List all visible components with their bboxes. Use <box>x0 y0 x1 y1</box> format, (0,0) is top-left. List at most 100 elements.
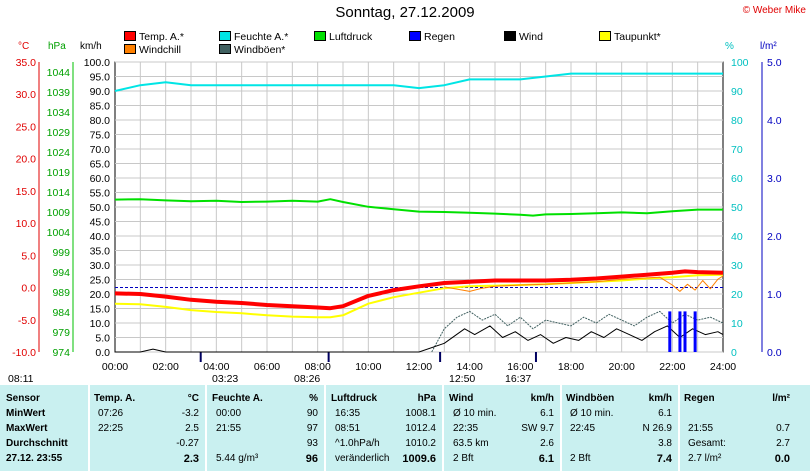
stats-cell: 93 <box>306 438 318 449</box>
temp-tick-label: -10.0 <box>12 347 36 359</box>
stats-cell: 90 <box>306 408 318 419</box>
stats-cell: 7.4 <box>656 453 672 465</box>
wind-tick-label: 35.0 <box>90 246 111 258</box>
legend-swatch <box>314 31 326 41</box>
stats-cell: 63.5 km <box>453 438 489 449</box>
legend-item-gusts: Windböen* <box>219 44 285 57</box>
table-divider <box>88 385 90 471</box>
wind-tick-label: 100.0 <box>84 57 110 69</box>
pressure-tick-label: 1029 <box>47 127 71 139</box>
weather-chart: 35.0 30.0 25.0 20.0 15.0 10.0 5.0 0.0 -5.0 -10.0 1… <box>8 57 782 385</box>
time-tick-label: 24:00 <box>710 361 736 373</box>
stats-cell: Durchschnitt <box>6 438 68 449</box>
stats-cell: 22:45 <box>570 423 596 434</box>
legend-swatch <box>124 31 136 41</box>
legend-item-wind: Wind <box>504 31 543 44</box>
stats-cell: 21:55 <box>688 423 714 434</box>
pressure-tick-label: 1039 <box>47 87 71 99</box>
legend-swatch <box>599 31 611 41</box>
rain-bar <box>678 311 682 352</box>
stats-cell: Feuchte A. <box>212 393 263 404</box>
legend-swatch <box>504 31 516 41</box>
page-title: Sonntag, 27.12.2009 <box>335 4 475 21</box>
stats-cell: 22:25 <box>98 423 124 434</box>
stats-cell: Regen <box>684 393 715 404</box>
stats-table <box>0 385 810 471</box>
wind-tick-label: 70.0 <box>90 144 111 156</box>
wind-tick-label: 40.0 <box>90 231 111 243</box>
temp-tick-label: 20.0 <box>16 154 37 166</box>
stats-cell: 3.8 <box>658 438 672 449</box>
humidity-tick-label: 90 <box>731 86 743 98</box>
time-tick-label: 06:00 <box>254 361 280 373</box>
wind-tick-label: 5.0 <box>95 333 110 345</box>
series-line-luftdruck <box>114 198 723 217</box>
stats-cell: 0.7 <box>776 423 790 434</box>
pressure-tick-label: 1014 <box>47 187 71 199</box>
rain-unit-label: l/m² <box>760 41 777 52</box>
humidity-tick-label: 50 <box>731 202 743 214</box>
wind-tick-label: 80.0 <box>90 115 111 127</box>
stats-cell: MinWert <box>6 408 46 419</box>
humidity-tick-label: 100 <box>731 57 749 69</box>
humidity-tick-label: 40 <box>731 231 743 243</box>
temp-tick-label: 25.0 <box>16 121 37 133</box>
time-tick-label: 20:00 <box>609 361 635 373</box>
wind-tick-label: 45.0 <box>90 217 111 229</box>
stats-cell: ^1.0hPa/h <box>335 438 380 449</box>
legend-item-dewpoint: Taupunkt* <box>599 31 661 44</box>
pressure-tick-label: 994 <box>52 267 70 279</box>
time-marker-label: 08:26 <box>294 373 320 385</box>
pressure-tick-label: 1004 <box>47 227 71 239</box>
stats-cell: -3.2 <box>181 408 199 419</box>
stats-cell: 0.0 <box>774 453 790 465</box>
rain-bar <box>693 311 697 352</box>
legend-item-windchill: Windchill <box>124 44 181 57</box>
stats-cell: Windböen <box>566 393 615 404</box>
legend-item-rain: Regen <box>409 31 455 44</box>
wind-tick-label: 30.0 <box>90 260 111 272</box>
legend-item-pressure: Luftdruck <box>314 31 372 44</box>
stats-cell: km/h <box>648 393 672 404</box>
time-tick-label: 14:00 <box>457 361 483 373</box>
stats-cell: 6.1 <box>658 408 672 419</box>
stats-cell: 1012.4 <box>405 423 436 434</box>
pressure-unit-label: hPa <box>48 41 66 52</box>
pressure-tick-label: 974 <box>52 347 70 359</box>
stats-cell: 2 Bft <box>570 453 591 464</box>
copyright-label: © Weber Mike <box>742 5 806 16</box>
series-line-windchill <box>444 275 724 292</box>
table-divider <box>442 385 444 471</box>
humidity-unit-label: % <box>725 41 734 52</box>
pressure-tick-label: 1024 <box>47 147 71 159</box>
table-divider <box>324 385 326 471</box>
stats-cell: 6.1 <box>540 408 554 419</box>
legend-swatch <box>219 31 231 41</box>
pressure-tick-label: 989 <box>52 287 70 299</box>
stats-cell: 16:35 <box>335 408 361 419</box>
pressure-tick-label: 1019 <box>47 167 71 179</box>
stats-cell: MaxWert <box>6 423 48 434</box>
rain-bar <box>668 311 672 352</box>
stats-cell: °C <box>187 393 199 404</box>
stats-cell: 96 <box>305 453 318 465</box>
stats-cell: hPa <box>417 393 436 404</box>
stats-cell: 07:26 <box>98 408 124 419</box>
pressure-tick-label: 999 <box>52 247 70 259</box>
time-tick-label: 16:00 <box>507 361 533 373</box>
wind-tick-label: 65.0 <box>90 159 111 171</box>
stats-cell: 1008.1 <box>405 408 436 419</box>
humidity-tick-label: 20 <box>731 289 743 301</box>
rain-tick-label: 1.0 <box>767 289 782 301</box>
stats-cell: km/h <box>530 393 554 404</box>
stats-cell: 6.1 <box>538 453 554 465</box>
stats-cell: 27.12. 23:55 <box>6 453 63 464</box>
stats-cell: 00:00 <box>216 408 242 419</box>
stats-cell: 2.6 <box>540 438 554 449</box>
legend-item-temp: Temp. A.* <box>124 31 184 44</box>
stats-cell: Ø 10 min. <box>570 408 614 419</box>
time-tick-label: 04:00 <box>203 361 229 373</box>
stats-cell: veränderlich <box>335 453 390 464</box>
stats-cell: -0.27 <box>176 438 199 449</box>
legend-item-humidity: Feuchte A.* <box>219 31 288 44</box>
